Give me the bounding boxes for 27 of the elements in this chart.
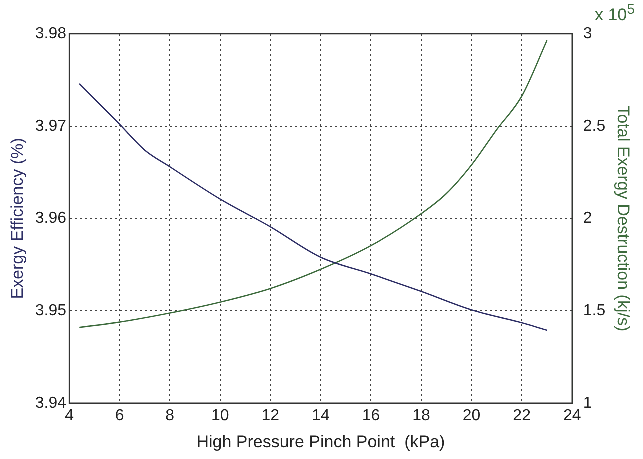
x-tick-label: 8 (166, 407, 175, 424)
y2-tick-label: 1 (583, 394, 592, 412)
x-tick-label: 22 (513, 407, 532, 424)
y-tick-label: 3.96 (35, 210, 67, 228)
x-tick-label: 18 (412, 407, 431, 424)
x-tick-label: 14 (312, 407, 330, 424)
line-series (78, 40, 548, 328)
y-tick-label: 3.98 (35, 25, 67, 42)
text: x 10$^{5}$ (594, 2, 635, 26)
x-tick-label: 20 (462, 407, 481, 424)
y-tick-label: 3.95 (35, 302, 67, 320)
y2-tick-label: 2 (583, 210, 592, 228)
x-tick-label: 10 (211, 407, 230, 424)
x-tick-label: 16 (362, 407, 380, 424)
line-series (78, 83, 548, 332)
x-tick-label: 4 (65, 407, 74, 424)
y2-tick-label: 1.5 (583, 302, 606, 320)
y2-tick-label: 2.5 (583, 118, 606, 135)
x-tick-label: 24 (563, 407, 582, 424)
x-tick-label: 6 (115, 407, 124, 424)
y2-tick-label: 3 (583, 25, 592, 42)
x-axis-title: High Pressure Pinch Point (kPa) (196, 432, 446, 452)
y2-axis-title: Total Exergy Destruction (kj/s) (614, 106, 634, 332)
y-tick-label: 3.94 (35, 394, 67, 412)
y-axis-title: Exergy Efficiency (%) (8, 138, 27, 300)
x-tick-label: 12 (262, 407, 280, 424)
y-tick-label: 3.97 (35, 118, 67, 135)
